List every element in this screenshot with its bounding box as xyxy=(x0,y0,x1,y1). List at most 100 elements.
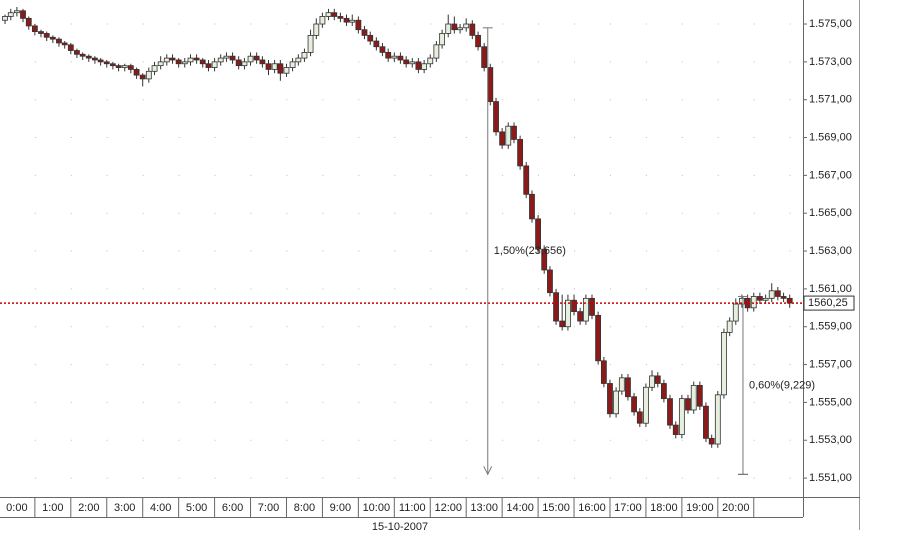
candle-body xyxy=(523,165,530,195)
candle-body xyxy=(97,59,104,63)
candle-body xyxy=(409,61,416,65)
candle-body xyxy=(325,12,332,17)
candle-body xyxy=(667,398,673,426)
x-tick-label: 1:00 xyxy=(42,502,63,514)
x-tick-label: 13:00 xyxy=(470,502,498,514)
candle-body xyxy=(289,61,296,68)
candle-body xyxy=(38,31,44,34)
candle-body xyxy=(487,67,494,102)
candle-body xyxy=(367,34,374,42)
y-tick-label: 1.565,00 xyxy=(809,207,852,219)
candle-body xyxy=(582,297,589,322)
candle-body xyxy=(79,53,86,57)
candle-body xyxy=(223,55,230,59)
x-tick-label: 2:00 xyxy=(78,502,99,514)
x-tick-label: 7:00 xyxy=(258,502,279,514)
candle-body xyxy=(427,57,434,65)
candle-body xyxy=(756,296,763,301)
y-tick-label: 1.551,00 xyxy=(809,472,852,484)
x-tick-label: 11:00 xyxy=(399,502,426,514)
candle-body xyxy=(241,61,248,67)
candle-body xyxy=(2,16,8,21)
candle-body xyxy=(433,44,440,59)
candle-body xyxy=(696,384,703,407)
measure-arrow xyxy=(483,466,493,476)
candle-body xyxy=(307,34,314,53)
candle-body xyxy=(157,61,164,67)
candle-body xyxy=(595,314,602,362)
x-tick-label: 3:00 xyxy=(114,502,135,514)
candle-body xyxy=(349,19,356,23)
measure-label: 1,50%(23,656) xyxy=(494,245,566,257)
candle-body xyxy=(163,57,170,63)
candle-body xyxy=(271,63,278,70)
candle-body xyxy=(397,55,404,61)
candle-body xyxy=(145,70,152,80)
x-tick-label: 15:00 xyxy=(542,502,570,514)
last-price-box xyxy=(803,295,855,311)
y-tick-label: 1.569,00 xyxy=(809,131,852,143)
y-tick-label: 1.563,00 xyxy=(809,245,852,257)
candle-body xyxy=(355,19,362,31)
candle-body xyxy=(421,63,428,70)
candle-body xyxy=(217,57,224,63)
y-tick-label: 1.567,00 xyxy=(809,169,852,181)
candle-body xyxy=(780,296,787,299)
candle-body xyxy=(678,398,685,435)
y-tick-label: 1.553,00 xyxy=(809,434,852,446)
candle-body xyxy=(553,292,559,322)
candle-body xyxy=(439,33,446,46)
candle-body xyxy=(493,101,499,133)
candle-body xyxy=(451,23,458,31)
x-tick-label: 14:00 xyxy=(506,502,534,514)
candle-body xyxy=(708,437,715,445)
candle-body xyxy=(559,320,566,328)
candle-body xyxy=(91,57,98,61)
candle-body xyxy=(61,42,68,46)
candle-body xyxy=(109,63,116,67)
y-tick-label: 1.557,00 xyxy=(809,358,852,370)
candle-body xyxy=(85,55,92,59)
candle-body xyxy=(139,74,146,80)
candle-body xyxy=(121,65,128,68)
candle-body xyxy=(67,44,74,51)
candle-body xyxy=(547,269,553,294)
candle-body xyxy=(391,55,398,59)
x-tick-label: 0:00 xyxy=(6,502,27,514)
candle-body xyxy=(25,17,32,27)
y-tick-label: 1.561,00 xyxy=(809,283,852,295)
candle-body xyxy=(511,125,517,140)
measure-label: 0,60%(9,229) xyxy=(749,379,815,391)
candle-body xyxy=(187,57,194,63)
candle-body xyxy=(385,52,392,59)
candle-body xyxy=(253,55,260,61)
candle-body xyxy=(600,360,607,384)
candle-body xyxy=(379,46,386,53)
candle-body xyxy=(445,23,452,34)
last-price-label: 1560,25 xyxy=(808,297,848,309)
candle-body xyxy=(768,290,775,299)
y-tick-label: 1.559,00 xyxy=(809,321,852,333)
candle-body xyxy=(685,398,691,411)
candle-body xyxy=(636,411,643,424)
candle-body xyxy=(714,394,721,445)
candle-body xyxy=(726,320,733,333)
candle-body xyxy=(31,25,38,32)
candle-body xyxy=(565,299,571,328)
candle-body xyxy=(672,424,679,435)
candle-body xyxy=(703,405,709,439)
candle-body xyxy=(133,69,140,76)
candle-body xyxy=(529,193,535,220)
candle-body xyxy=(403,59,410,65)
candle-body xyxy=(481,46,488,68)
candle-body xyxy=(732,303,739,322)
x-axis-label: 15-10-2007 xyxy=(372,521,428,533)
candle-body xyxy=(631,396,637,413)
candle-body xyxy=(607,383,613,415)
y-tick-label: 1.573,00 xyxy=(809,56,852,68)
x-tick-label: 10:00 xyxy=(363,502,391,514)
x-tick-label: 12:00 xyxy=(434,502,462,514)
x-tick-label: 17:00 xyxy=(614,502,642,514)
candle-body xyxy=(541,248,548,271)
